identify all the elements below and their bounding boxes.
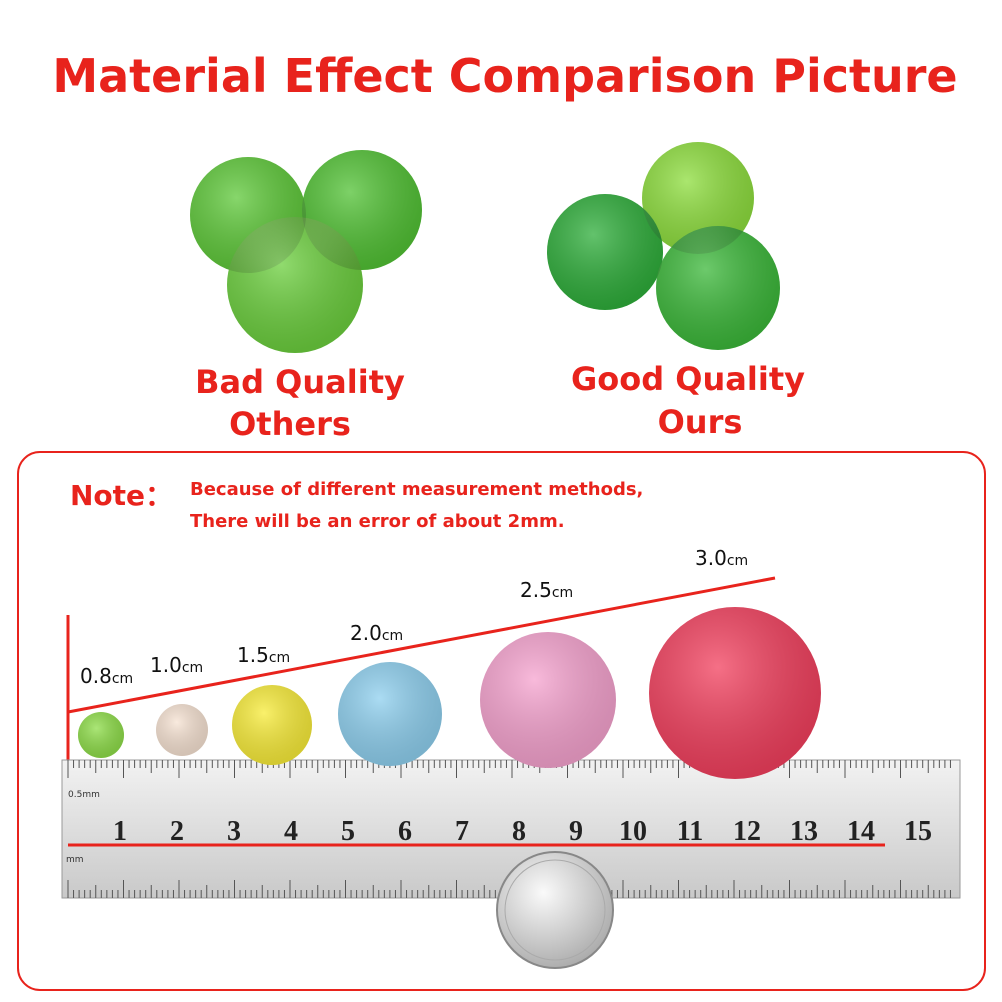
ruler-number: 4 — [284, 816, 298, 847]
ruler-unit: mm — [66, 855, 84, 865]
sublabel: Others — [229, 405, 351, 443]
ruler-number: 1 — [113, 816, 127, 847]
note-line: Because of different measurement methods… — [190, 479, 643, 500]
size-unit: cm — [182, 660, 203, 676]
ruler-number: 13 — [790, 816, 818, 847]
ruler-number: 12 — [733, 816, 761, 847]
note-frame — [17, 451, 986, 991]
size-value: 2.5 — [520, 578, 552, 602]
size-value: 0.8 — [80, 664, 112, 688]
size-value: 3.0 — [695, 546, 727, 570]
title: Material Effect Comparison Picture — [52, 49, 957, 103]
ruler-number: 10 — [619, 816, 647, 847]
ruler-number: 15 — [904, 816, 932, 847]
size-unit: cm — [269, 650, 290, 666]
sublabel: Ours — [658, 403, 743, 441]
size-unit: cm — [382, 628, 403, 644]
ruler-number: 3 — [227, 816, 241, 847]
label: Bad Quality — [195, 363, 405, 401]
ruler-number: 7 — [455, 816, 469, 847]
label: Good Quality — [571, 360, 805, 398]
size-label: 3.0cm — [695, 546, 748, 570]
size-label: 2.5cm — [520, 578, 573, 602]
ruler-number: 9 — [569, 816, 583, 847]
size-label: 2.0cm — [350, 621, 403, 645]
pompoms — [78, 607, 821, 779]
ruler-number: 2 — [170, 816, 184, 847]
size-label: 1.0cm — [150, 653, 203, 677]
ruler-number: 8 — [512, 816, 526, 847]
bad-balls — [190, 150, 422, 353]
coin — [496, 851, 614, 969]
note-line: There will be an error of about 2mm. — [190, 511, 565, 532]
size-value: 1.0 — [150, 653, 182, 677]
size-value: 1.5 — [237, 643, 269, 667]
note-heading: Note： — [70, 479, 173, 512]
ruler-number: 14 — [847, 816, 875, 847]
size-unit: cm — [727, 553, 748, 569]
ruler-number: 6 — [398, 816, 412, 847]
guide — [67, 576, 776, 714]
ruler-number: 5 — [341, 816, 355, 847]
size-unit: cm — [552, 585, 573, 601]
good-balls — [547, 142, 780, 350]
size-unit: cm — [112, 671, 133, 687]
size-label: 0.8cm — [80, 664, 133, 688]
ruler-number: 11 — [677, 816, 703, 847]
size-value: 2.0 — [350, 621, 382, 645]
size-label: 1.5cm — [237, 643, 290, 667]
ruler-unit: 0.5mm — [68, 790, 100, 800]
